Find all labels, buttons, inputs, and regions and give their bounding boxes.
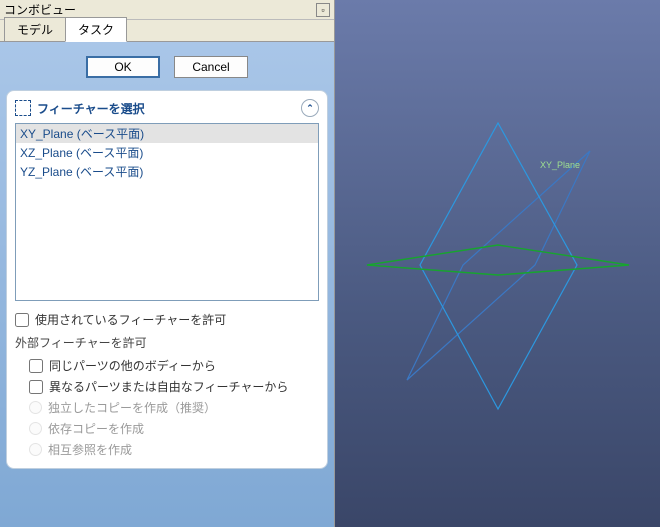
label-copy-independent: 独立したコピーを作成（推奨） [48,399,216,416]
checkbox-allow-used[interactable] [15,313,29,327]
list-item[interactable]: XZ_Plane (ベース平面) [16,143,318,162]
radio-copy-crossref [29,443,42,456]
radio-copy-independent [29,401,42,414]
opt-copy-independent: 独立したコピーを作成（推奨） [29,399,319,416]
dialog-buttons: OK Cancel [6,56,328,78]
collapse-icon[interactable]: ⌃ [301,99,319,117]
feature-panel-title: フィーチャーを選択 [37,100,145,117]
plane-label: XY_Plane [540,160,580,170]
label-external-header: 外部フィーチャーを許可 [15,334,319,351]
ok-button[interactable]: OK [86,56,160,78]
plane-yz[interactable] [407,151,590,380]
panel-title: コンボビュー [4,1,76,18]
checkbox-other-part[interactable] [29,380,43,394]
opt-other-part[interactable]: 異なるパーツまたは自由なフィーチャーから [29,378,319,395]
label-copy-crossref: 相互参照を作成 [48,441,132,458]
feature-panel-header: フィーチャーを選択 ⌃ [15,97,319,123]
label-other-body: 同じパーツの他のボディーから [49,357,216,374]
opt-copy-crossref: 相互参照を作成 [29,441,319,458]
label-copy-dependent: 依存コピーを作成 [48,420,144,437]
list-item[interactable]: YZ_Plane (ベース平面) [16,162,318,181]
selection-icon [15,100,31,116]
plane-xy[interactable] [367,245,629,275]
options-group: 使用されているフィーチャーを許可 外部フィーチャーを許可 同じパーツの他のボディ… [15,311,319,458]
label-other-part: 異なるパーツまたは自由なフィーチャーから [49,378,288,395]
task-area: OK Cancel フィーチャーを選択 ⌃ XY_Plane (ベース平面)XZ… [0,42,334,527]
opt-copy-dependent: 依存コピーを作成 [29,420,319,437]
tab-tasks[interactable]: タスク [65,17,127,42]
feature-select-panel: フィーチャーを選択 ⌃ XY_Plane (ベース平面)XZ_Plane (ベー… [6,90,328,469]
feature-listbox[interactable]: XY_Plane (ベース平面)XZ_Plane (ベース平面)YZ_Plane… [15,123,319,301]
3d-viewport[interactable]: XY_Plane [335,0,660,527]
cancel-button[interactable]: Cancel [174,56,248,78]
tab-bar: モデル タスク [0,20,334,42]
undock-icon[interactable]: ▫ [316,3,330,17]
opt-allow-used[interactable]: 使用されているフィーチャーを許可 [15,311,319,328]
opt-other-body[interactable]: 同じパーツの他のボディーから [29,357,319,374]
list-item[interactable]: XY_Plane (ベース平面) [16,124,318,143]
tab-model[interactable]: モデル [4,17,66,41]
radio-copy-dependent [29,422,42,435]
label-allow-used: 使用されているフィーチャーを許可 [35,311,226,328]
combo-view-panel: コンボビュー ▫ モデル タスク OK Cancel フィーチャーを選択 ⌃ X… [0,0,335,527]
viewport-svg [335,0,660,527]
checkbox-other-body[interactable] [29,359,43,373]
